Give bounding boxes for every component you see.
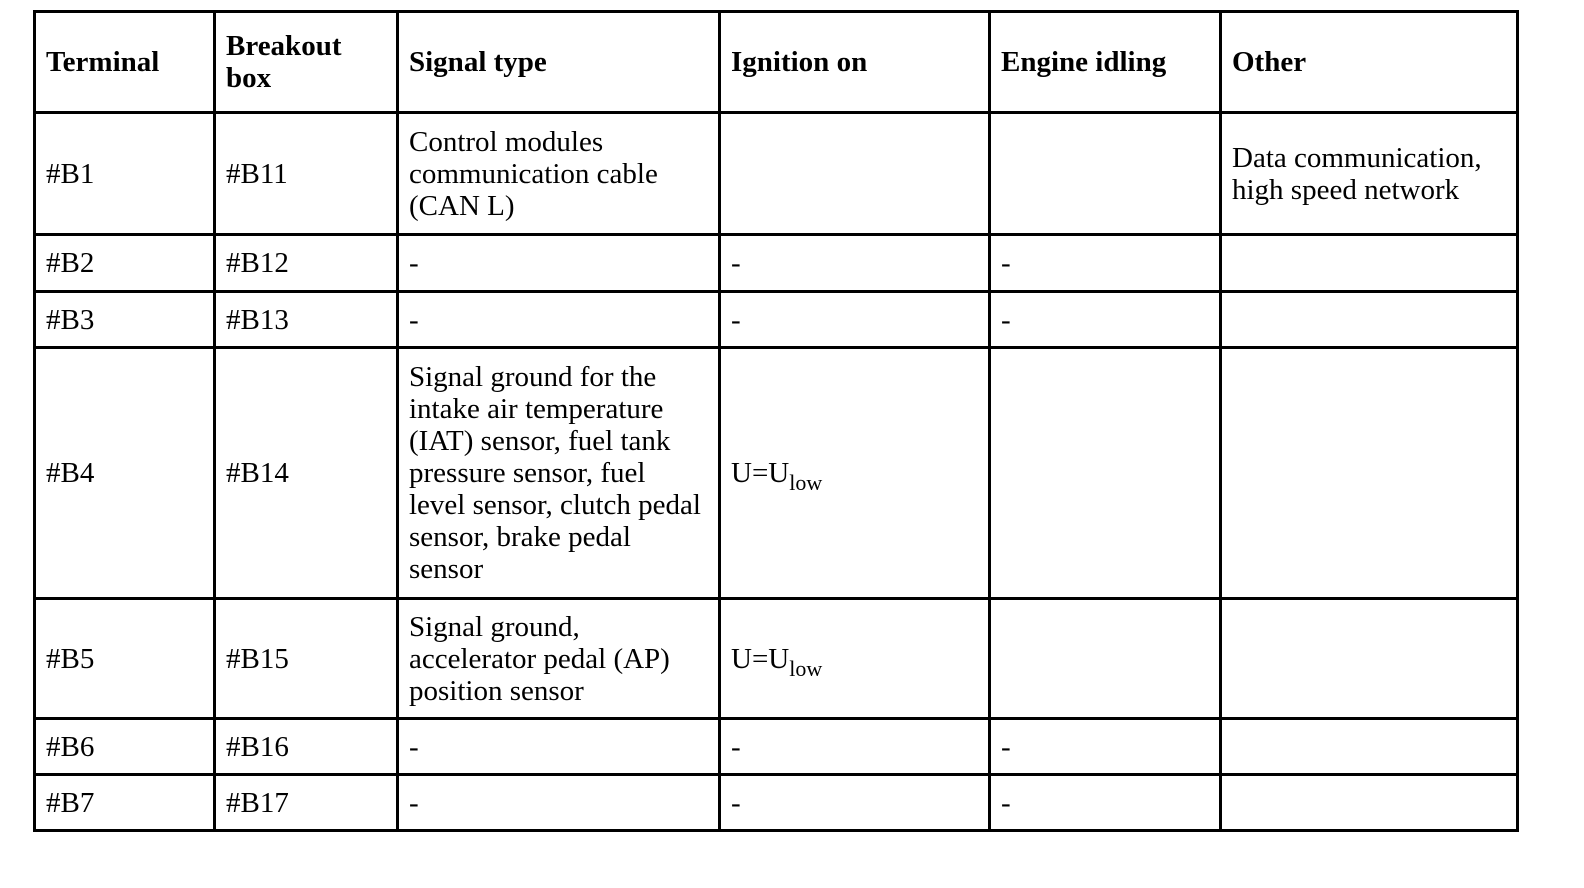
terminal-cell: #B1 [33, 111, 216, 236]
ignition-on-cell: U=Ulow [718, 346, 991, 600]
table-row: #B2 #B12- - - [33, 233, 1519, 293]
ignition-on-cell: - [718, 233, 991, 293]
table-row: #B4 #B14 Signal ground for the intake air … [33, 346, 1519, 600]
terminal-cell: #B6 [33, 717, 216, 776]
other-cell [1219, 233, 1519, 293]
ignition-on-cell: U=Ulow [718, 597, 991, 720]
breakout-box-cell: #B17 [213, 773, 399, 832]
terminal-cell: #B4 [33, 346, 216, 600]
ignition-value: - [731, 786, 741, 819]
ignition-on-cell: - [718, 290, 991, 349]
engine-idling-cell [988, 111, 1222, 236]
header-breakout-box: Breakout box [213, 10, 399, 114]
ignition-on-cell [718, 111, 991, 236]
ignition-subscript: low [789, 470, 823, 495]
signal-type-cell: Signal ground, accelerator pedal (AP) po… [396, 597, 721, 720]
terminal-cell: #B5 [33, 597, 216, 720]
ignition-value: - [731, 730, 741, 763]
engine-idling-cell: - [988, 773, 1222, 832]
header-row: Terminal Breakout box Signal type Igniti… [33, 10, 1519, 114]
terminal-cell: #B7 [33, 773, 216, 832]
ignition-value: U=U [731, 642, 790, 675]
other-cell [1219, 773, 1519, 832]
engine-idling-cell [988, 346, 1222, 600]
header-terminal: Terminal [33, 10, 216, 114]
other-cell [1219, 346, 1519, 600]
ignition-on-cell: - [718, 717, 991, 776]
other-cell [1219, 717, 1519, 776]
signal-type-cell: - [396, 233, 721, 293]
breakout-box-cell: #B11 [213, 111, 399, 236]
header-ignition-on: Ignition on [718, 10, 991, 114]
signal-type-cell: - [396, 773, 721, 832]
ignition-subscript: low [789, 655, 823, 681]
other-cell [1219, 597, 1519, 720]
ignition-value: U=U [731, 457, 790, 489]
table-row: #B7 #B17- - - [33, 773, 1519, 832]
other-cell [1219, 290, 1519, 349]
breakout-box-cell: #B14 [213, 346, 399, 600]
terminal-cell: #B2 [33, 233, 216, 293]
table-row: #B1 #B11 Control modules communication cab… [33, 111, 1519, 236]
table-row: #B6 #B16- - - [33, 717, 1519, 776]
breakout-box-cell: #B16 [213, 717, 399, 776]
breakout-box-cell: #B12 [213, 233, 399, 293]
engine-idling-cell: - [988, 717, 1222, 776]
signal-type-cell: - [396, 290, 721, 349]
breakout-box-cell: #B13 [213, 290, 399, 349]
header-signal-type: Signal type [396, 10, 721, 114]
header-other: Other [1219, 10, 1519, 114]
table-row: #B3 #B13- - - [33, 290, 1519, 349]
ignition-value: - [731, 303, 741, 336]
engine-idling-cell [988, 597, 1222, 720]
table-row: #B5 #B15 Signal ground, accelerator pedal … [33, 597, 1519, 720]
breakout-box-cell: #B15 [213, 597, 399, 720]
signal-type-cell: - [396, 717, 721, 776]
engine-idling-cell: - [988, 290, 1222, 349]
ignition-on-cell: - [718, 773, 991, 832]
terminal-cell: #B3 [33, 290, 216, 349]
engine-idling-cell: - [988, 233, 1222, 293]
signal-type-cell: Control modules communication cable (CAN… [396, 111, 721, 236]
other-cell: Data communication, high speed network [1219, 111, 1519, 236]
header-engine-idling: Engine idling [988, 10, 1222, 114]
signal-type-cell: Signal ground for the intake air tempera… [396, 346, 721, 600]
terminal-table: Terminal Breakout box Signal type Igniti… [33, 10, 1519, 832]
ignition-value: - [731, 247, 741, 279]
